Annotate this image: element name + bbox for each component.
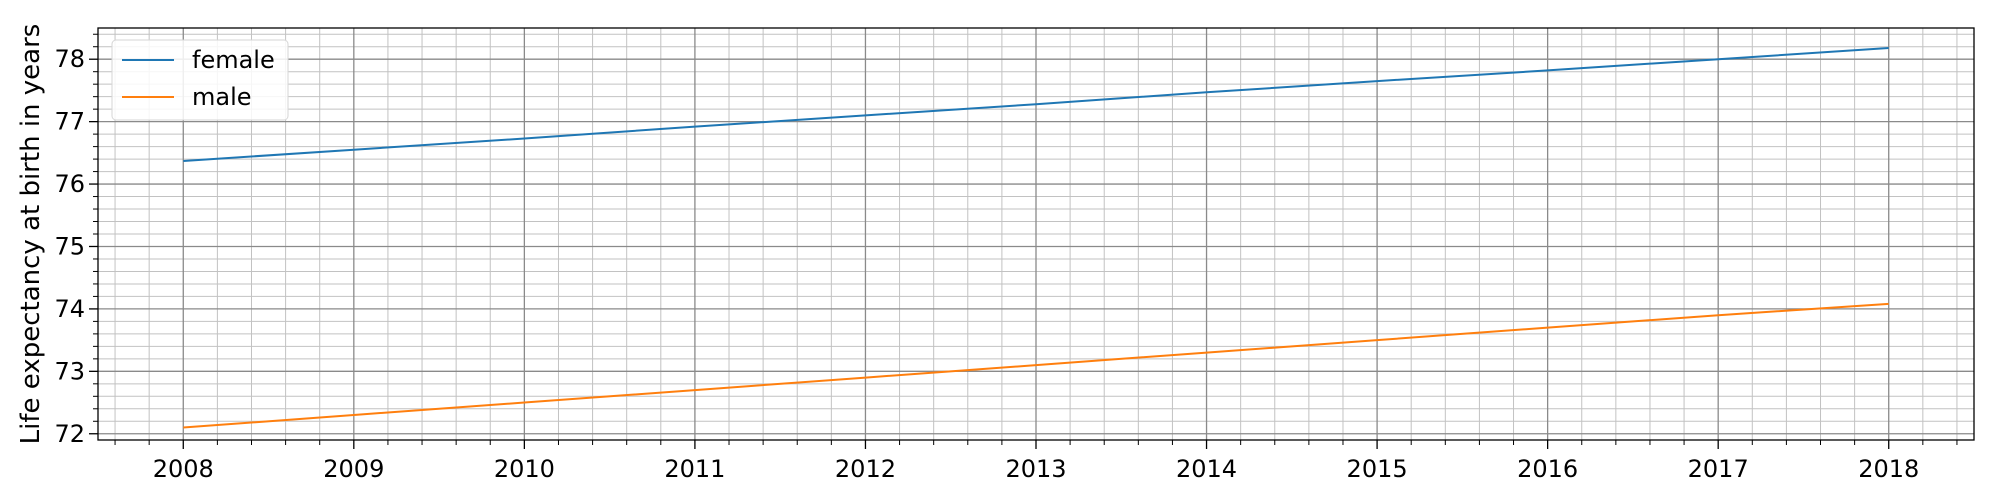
y-tick-label: 75 [54, 232, 85, 260]
x-tick-label: 2016 [1517, 455, 1578, 483]
x-tick-label: 2011 [664, 455, 725, 483]
y-axis-tick-labels: 72 73 74 75 76 77 78 [54, 45, 85, 448]
series-lines [183, 47, 1889, 429]
y-tick-label: 74 [54, 295, 85, 323]
legend-label-female: female [192, 46, 275, 74]
x-tick-label: 2015 [1347, 455, 1408, 483]
series-line-male [183, 302, 1889, 429]
y-tick-label: 72 [54, 420, 85, 448]
x-tick-label: 2009 [323, 455, 384, 483]
x-axis-tick-labels: 2008 2009 2010 2011 2012 2013 2014 2015 2016 2017… [153, 455, 1920, 483]
y-axis-label: Life expectancy at birth in years [16, 24, 46, 445]
x-tick-label: 2012 [835, 455, 896, 483]
x-tick-label: 2008 [153, 455, 214, 483]
y-tick-label: 77 [54, 108, 85, 136]
x-tick-label: 2017 [1688, 455, 1749, 483]
y-tick-label: 76 [54, 170, 85, 198]
legend: female male [111, 39, 289, 121]
x-tick-label: 2010 [494, 455, 555, 483]
y-tick-label: 78 [54, 45, 85, 73]
y-tick-label: 73 [54, 357, 85, 385]
major-gridlines [98, 28, 1974, 440]
axis-ticks [89, 33, 1958, 449]
x-tick-label: 2018 [1858, 455, 1919, 483]
x-tick-label: 2013 [1005, 455, 1066, 483]
x-tick-label: 2014 [1176, 455, 1237, 483]
legend-label-male: male [192, 83, 252, 111]
series-line-female [183, 47, 1889, 162]
